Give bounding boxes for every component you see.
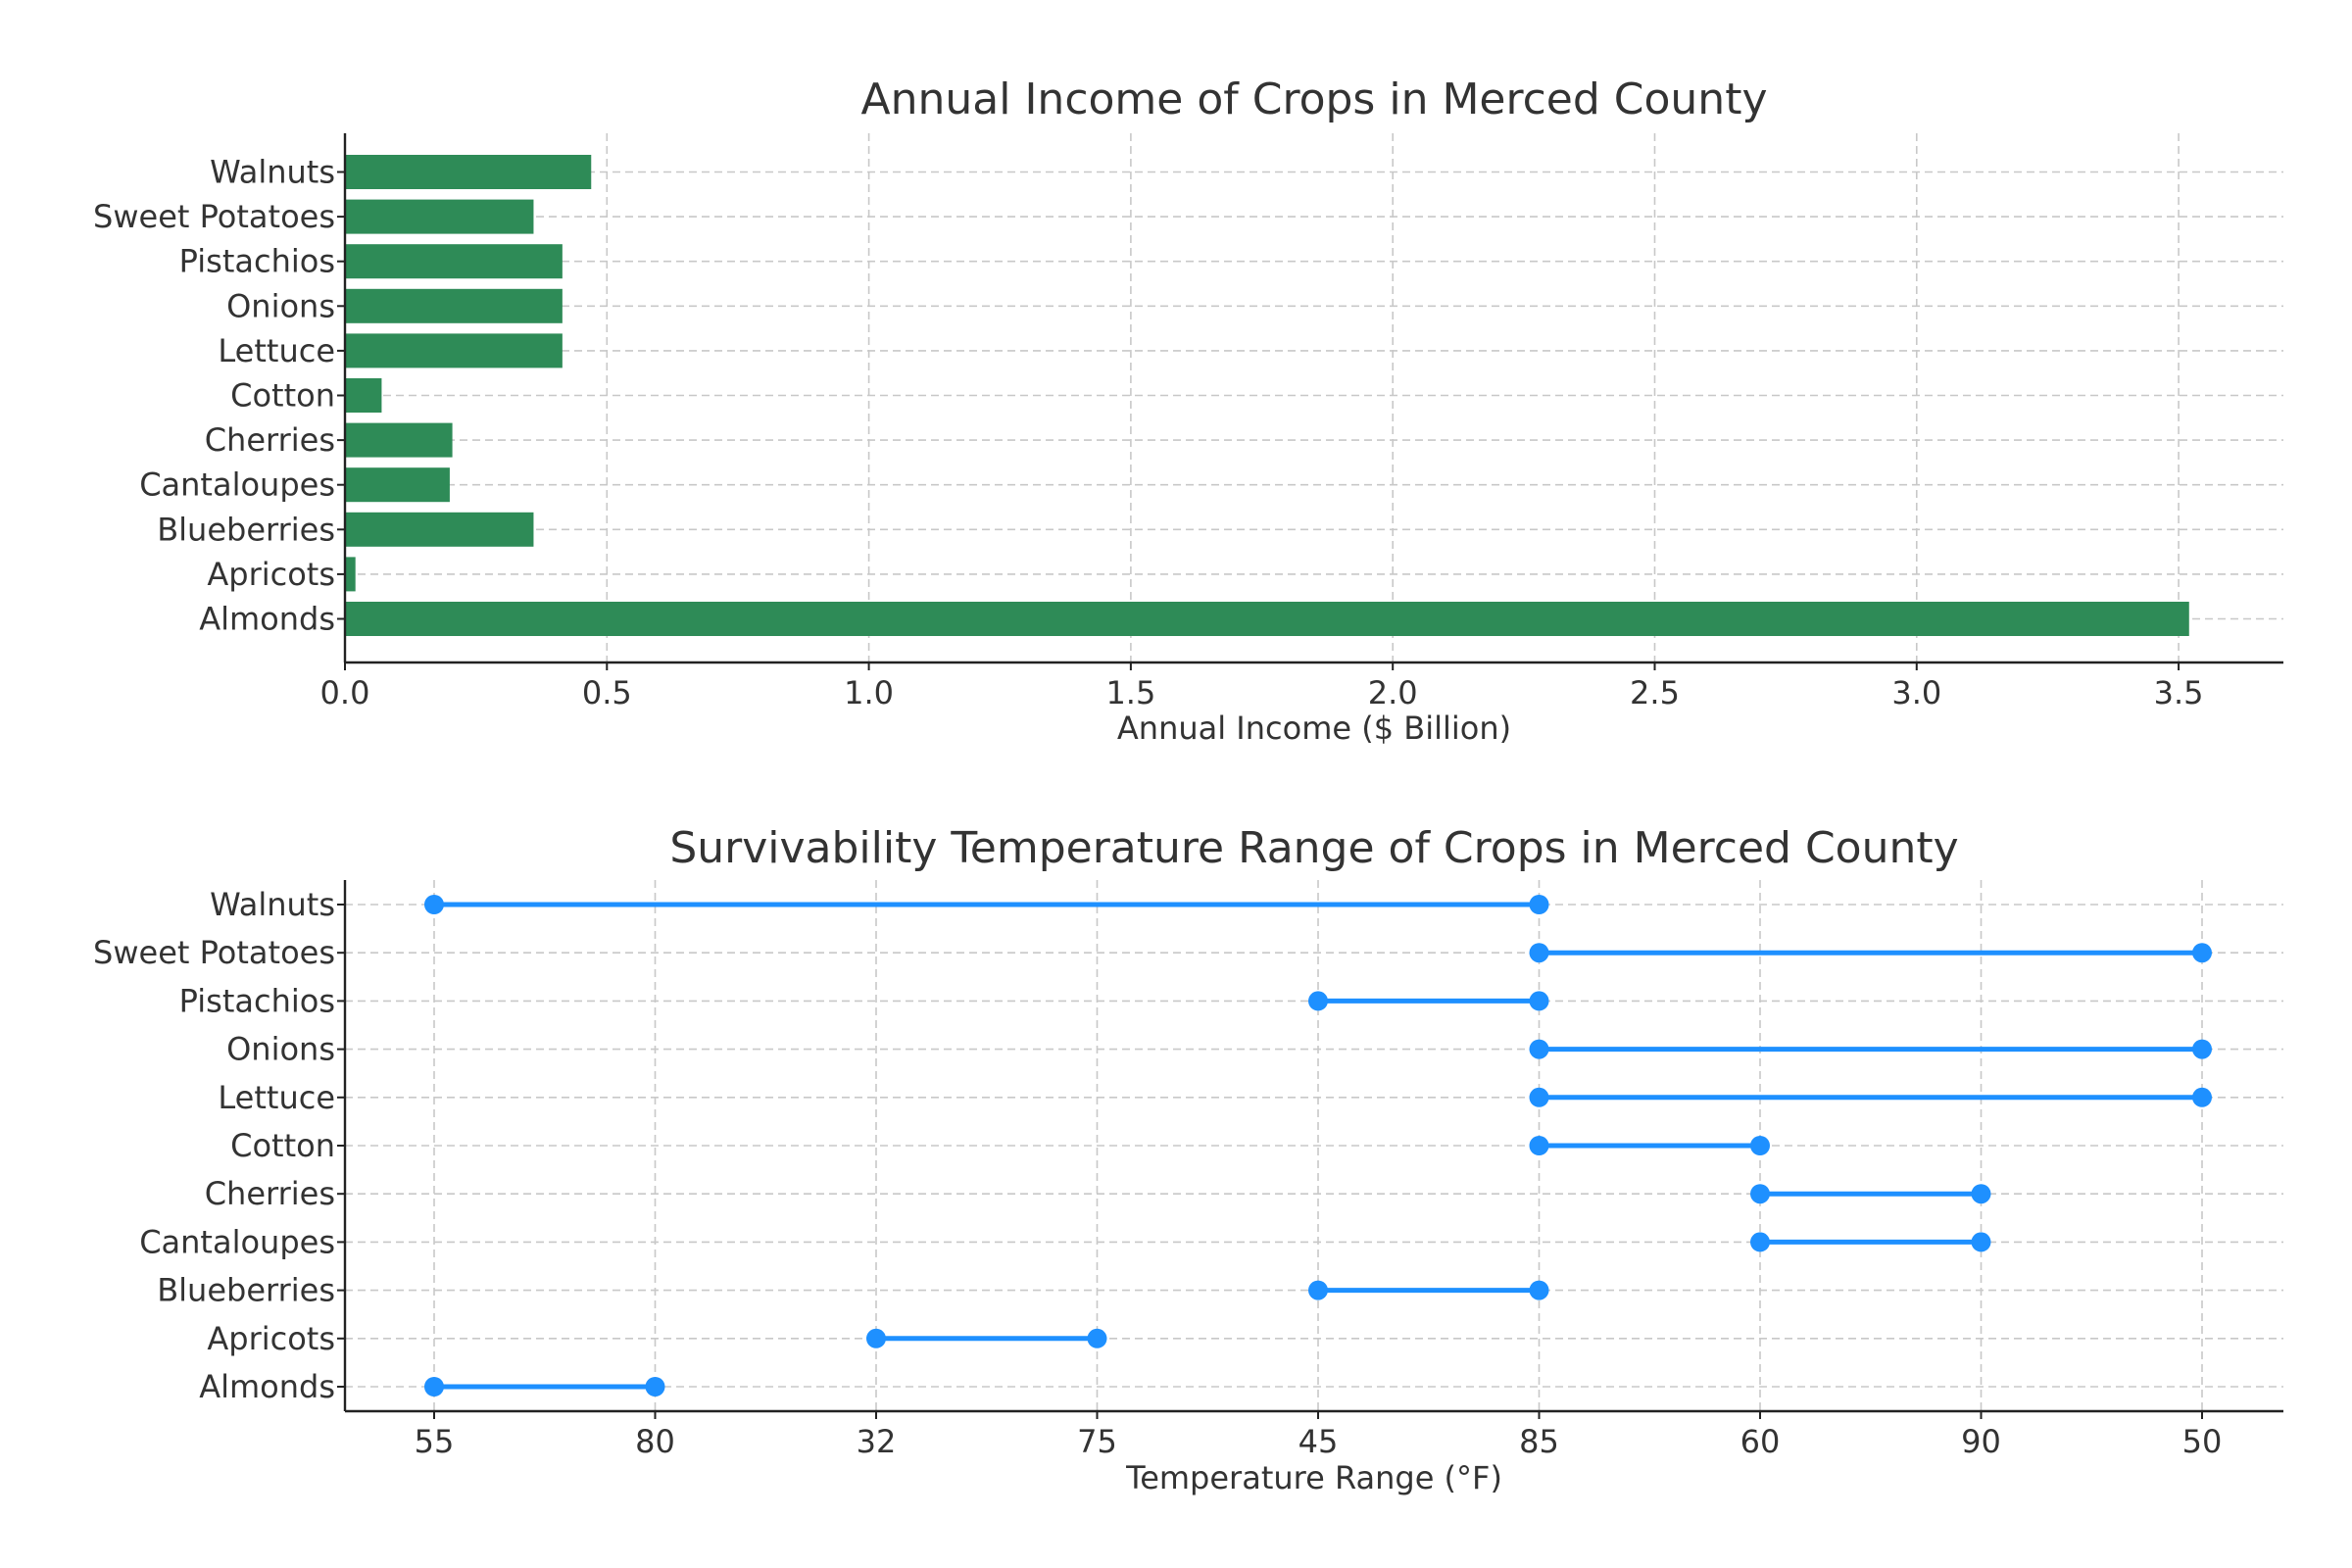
income-y-tick-label-cantaloupes: Cantaloupes xyxy=(139,466,335,504)
bar-sweet-potatoes xyxy=(345,199,534,234)
income-y-tick-label-apricots: Apricots xyxy=(207,556,335,593)
temperature-x-tick-label: 32 xyxy=(857,1423,897,1460)
bar-pistachios xyxy=(345,244,563,279)
range-point-high-cantaloupes xyxy=(1971,1232,1991,1252)
income-bars xyxy=(345,155,2189,636)
income-x-tick-label: 0.5 xyxy=(582,674,632,711)
temperature-y-tick-label-lettuce: Lettuce xyxy=(218,1079,335,1116)
bar-cherries xyxy=(345,422,453,458)
range-point-low-sweet-potatoes xyxy=(1529,943,1549,963)
temperature-y-tick-label-cotton: Cotton xyxy=(230,1127,335,1164)
temperature-y-tick-label-cherries: Cherries xyxy=(205,1175,335,1212)
temperature-y-tick-label-cantaloupes: Cantaloupes xyxy=(139,1223,335,1260)
temperature-y-tick-label-onions: Onions xyxy=(226,1031,335,1068)
income-y-tick-label-blueberries: Blueberries xyxy=(157,511,335,548)
income-x-tick-label: 1.0 xyxy=(844,674,894,711)
range-point-low-walnuts xyxy=(424,895,444,914)
income-gridlines xyxy=(344,133,2283,662)
temperature-x-tick-label: 75 xyxy=(1077,1423,1117,1460)
bar-cotton xyxy=(345,378,382,413)
temperature-y-tick-label-sweet-potatoes: Sweet Potatoes xyxy=(93,934,335,971)
income-y-tick-label-pistachios: Pistachios xyxy=(179,243,335,280)
income-x-tick-label: 2.5 xyxy=(1630,674,1680,711)
income-x-tick-label: 0.0 xyxy=(320,674,370,711)
income-x-axis-label: Annual Income ($ Billion) xyxy=(1117,710,1511,747)
range-point-high-pistachios xyxy=(1529,991,1549,1011)
income-x-tick-label: 2.0 xyxy=(1368,674,1418,711)
income-x-tick-label: 3.5 xyxy=(2154,674,2204,711)
bar-walnuts xyxy=(345,155,592,189)
temperature-chart: Survivability Temperature Range of Crops… xyxy=(93,823,2283,1496)
temperature-gridlines xyxy=(345,880,2283,1411)
range-point-high-almonds xyxy=(645,1377,665,1396)
temperature-ranges xyxy=(424,895,2212,1396)
income-y-tick-label-sweet-potatoes: Sweet Potatoes xyxy=(93,198,335,235)
bar-apricots xyxy=(345,557,356,592)
temperature-x-axis-label: Temperature Range (°F) xyxy=(1125,1459,1502,1496)
temperature-x-tick-label: 55 xyxy=(415,1423,455,1460)
temperature-x-tick-label: 50 xyxy=(2182,1423,2223,1460)
range-point-high-sweet-potatoes xyxy=(2192,943,2212,963)
income-y-tick-label-lettuce: Lettuce xyxy=(218,332,335,369)
income-y-tick-label-cotton: Cotton xyxy=(230,377,335,415)
bar-blueberries xyxy=(345,512,534,547)
temperature-y-tick-label-apricots: Apricots xyxy=(207,1320,335,1357)
temperature-y-tick-label-almonds: Almonds xyxy=(199,1368,335,1405)
income-x-tick-label: 3.0 xyxy=(1891,674,1941,711)
bar-cantaloupes xyxy=(345,467,450,503)
range-point-low-onions xyxy=(1529,1039,1549,1059)
range-point-low-apricots xyxy=(866,1328,886,1348)
range-point-low-cotton xyxy=(1529,1136,1549,1155)
income-y-tick-label-walnuts: Walnuts xyxy=(210,154,335,191)
range-point-high-walnuts xyxy=(1529,895,1549,914)
temperature-chart-title: Survivability Temperature Range of Crops… xyxy=(669,823,1958,873)
income-chart-title: Annual Income of Crops in Merced County xyxy=(861,74,1768,124)
temperature-x-tick-label: 80 xyxy=(635,1423,675,1460)
income-chart: Annual Income of Crops in Merced County … xyxy=(93,74,2283,747)
income-x-tick-label: 1.5 xyxy=(1105,674,1155,711)
temperature-y-tick-label-pistachios: Pistachios xyxy=(179,982,335,1019)
bar-onions xyxy=(345,288,563,323)
range-point-high-lettuce xyxy=(2192,1087,2212,1107)
range-point-high-blueberries xyxy=(1529,1280,1549,1300)
income-y-tick-label-onions: Onions xyxy=(226,287,335,324)
range-point-low-cherries xyxy=(1750,1184,1770,1204)
income-y-tick-label-almonds: Almonds xyxy=(199,601,335,638)
bar-almonds xyxy=(345,602,2189,636)
range-point-high-cotton xyxy=(1750,1136,1770,1155)
temperature-y-tick-label-blueberries: Blueberries xyxy=(157,1272,335,1309)
range-point-low-cantaloupes xyxy=(1750,1232,1770,1252)
range-point-high-apricots xyxy=(1087,1328,1107,1348)
range-point-low-almonds xyxy=(424,1377,444,1396)
temperature-x-tick-label: 90 xyxy=(1961,1423,2001,1460)
temperature-x-tick-label: 60 xyxy=(1740,1423,1781,1460)
temperature-y-tick-label-walnuts: Walnuts xyxy=(210,886,335,923)
income-y-tick-label-cherries: Cherries xyxy=(205,421,335,459)
range-point-low-pistachios xyxy=(1308,991,1328,1011)
range-point-low-lettuce xyxy=(1529,1087,1549,1107)
range-point-high-onions xyxy=(2192,1039,2212,1059)
range-point-high-cherries xyxy=(1971,1184,1991,1204)
range-point-low-blueberries xyxy=(1308,1280,1328,1300)
temperature-x-tick-label: 85 xyxy=(1519,1423,1559,1460)
temperature-x-tick-label: 45 xyxy=(1298,1423,1339,1460)
bar-lettuce xyxy=(345,333,563,368)
